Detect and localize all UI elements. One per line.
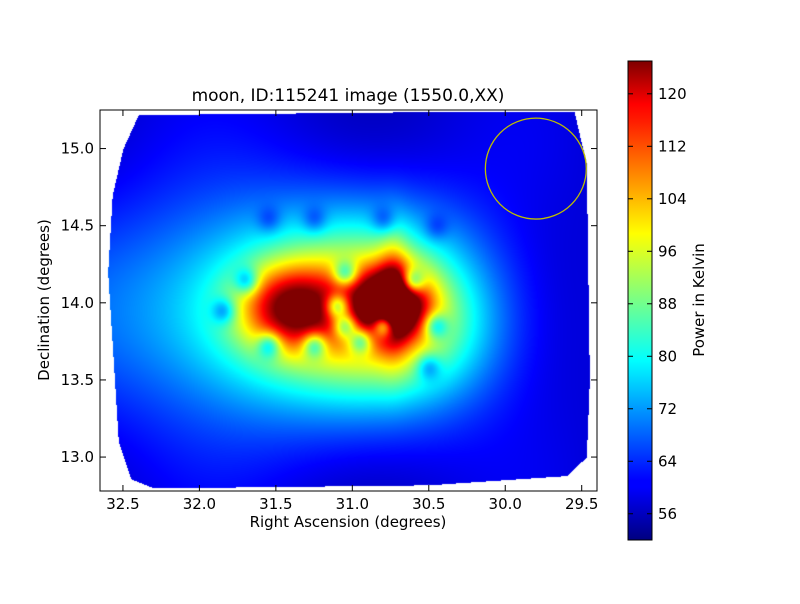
colorbar-tick-label: 56 (658, 505, 677, 523)
x-tick-label: 30.0 (489, 495, 522, 513)
y-tick-label: 15.0 (61, 140, 94, 158)
y-axis-label: Declination (degrees) (35, 219, 53, 381)
x-axis-label: Right Ascension (degrees) (250, 513, 447, 531)
colorbar-tick-label: 112 (658, 137, 687, 155)
y-tick-label: 14.0 (61, 294, 94, 312)
colorbar-tick-label: 80 (658, 347, 677, 365)
x-axis: 32.5 32.0 31.5 31.0 30.5 30.0 29.5 (106, 110, 598, 513)
beam-circle (484, 117, 587, 220)
x-tick-label: 29.5 (565, 495, 598, 513)
colorbar-tick-label: 120 (658, 85, 687, 103)
y-tick-label: 13.0 (61, 448, 94, 466)
x-tick-label: 31.0 (336, 495, 369, 513)
colorbar-tick-label: 72 (658, 400, 677, 418)
colorbar-tick-label: 64 (658, 452, 677, 470)
colorbar (627, 60, 653, 541)
y-tick-label: 14.5 (61, 217, 94, 235)
plot-frame (99, 109, 598, 492)
x-tick-label: 32.0 (183, 495, 216, 513)
x-tick-label: 30.5 (412, 495, 445, 513)
x-tick-label: 32.5 (106, 495, 139, 513)
y-tick-label: 13.5 (61, 371, 94, 389)
x-tick-label: 31.5 (259, 495, 292, 513)
y-axis: 13.0 13.5 14.0 14.5 15.0 (61, 140, 597, 466)
colorbar-tick-label: 96 (658, 242, 677, 260)
chart-title: moon, ID:115241 image (1550.0,XX) (192, 86, 505, 106)
colorbar-tick-label: 88 (658, 295, 677, 313)
colorbar-axis: 56 64 72 80 88 96 104 112 120 (628, 85, 687, 523)
colorbar-tick-label: 104 (658, 190, 687, 208)
colorbar-label: Power in Kelvin (690, 243, 708, 357)
heatmap (100, 110, 597, 491)
